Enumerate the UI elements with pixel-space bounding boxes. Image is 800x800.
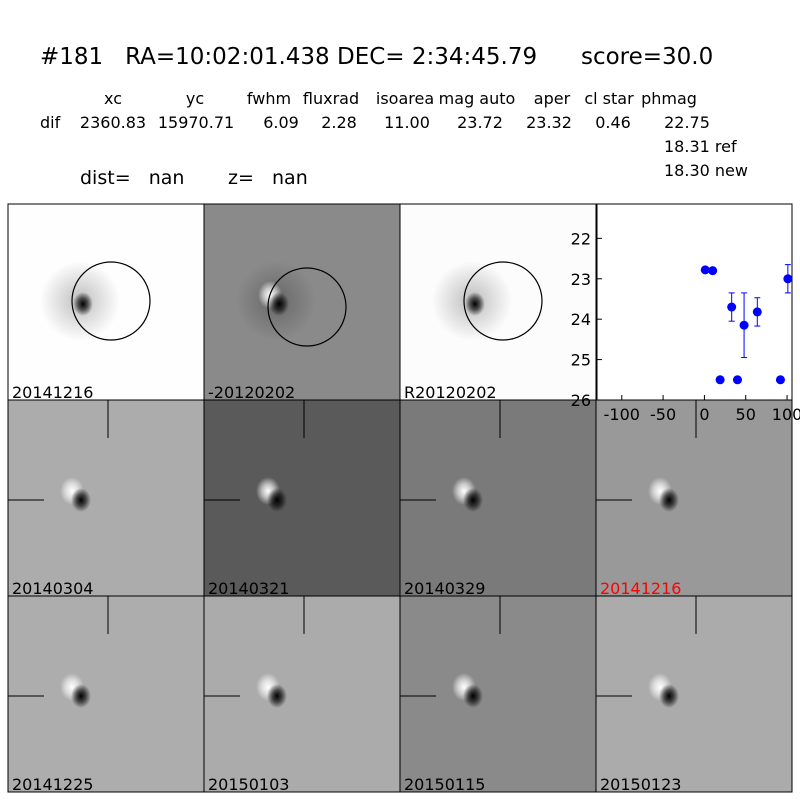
source-blob [267,684,287,708]
cutout-image [203,399,401,597]
column-header: isoarea [376,89,434,108]
y-tick-label: 23 [571,270,591,289]
aperture [267,267,347,347]
source-blob [659,488,679,512]
point [708,266,718,276]
x-tick-label: 50 [736,405,756,424]
column-header: cl star [584,89,634,108]
source-blob [463,684,483,708]
cell: 23.32 [526,113,572,132]
panel-label: 20140329 [404,579,485,598]
cell: 6.09 [263,113,299,132]
plot-area [596,203,793,401]
panel-label: 20141225 [12,775,93,794]
point [700,265,710,275]
source-blob [71,684,91,708]
panel-label: 20141216 [600,579,681,598]
source-blob [463,488,483,512]
extra-line: 18.30 new [664,161,748,180]
cell: 0.46 [595,113,631,132]
cutout-image [399,399,597,597]
x-tick-label: -100 [604,405,640,424]
cutout-image [203,595,401,793]
source-blob [659,684,679,708]
title: #181 RA=10:02:01.438 DEC= 2:34:45.79 sco… [40,44,713,70]
source-blob [267,488,287,512]
source-blob [71,488,91,512]
aperture [71,261,151,341]
x-tick-label: -50 [650,405,676,424]
y-tick-label: 22 [571,229,591,248]
extra-line: 18.31 ref [664,137,737,156]
panel-label: 20141216 [12,383,93,402]
panel-label: R20120202 [404,383,497,402]
point [715,375,725,385]
point [727,302,737,312]
point [783,274,793,284]
column-header: yc [186,89,204,108]
column-header: fwhm [247,89,291,108]
column-header: xc [104,89,122,108]
cutout-image [7,399,205,597]
dist: dist= nan [80,167,184,189]
x-tick-label: 0 [699,405,709,424]
y-tick-label: 26 [571,391,591,410]
point [752,307,762,317]
panel-label: 20140304 [12,579,93,598]
column-header: fluxrad [303,89,359,108]
source-blob [269,292,289,316]
cutout-image [595,595,793,793]
cell: 15970.71 [158,113,234,132]
cell: 22.75 [664,113,710,132]
source-blob [73,292,93,316]
row-label: dif [40,113,61,132]
cutout-image [7,595,205,793]
z: z= nan [228,167,308,189]
point [775,375,785,385]
column-header: phmag [641,89,697,108]
panel-label: -20120202 [208,383,295,402]
cell: 2.28 [321,113,357,132]
x-tick-label: 100 [772,405,800,424]
aperture [463,261,543,341]
panel-label: 20150115 [404,775,485,794]
point [739,320,749,330]
source-blob [465,292,485,316]
panel-label: 20140321 [208,579,289,598]
cutout-image [399,595,597,793]
cell: 2360.83 [80,113,146,132]
column-header: aper [534,89,571,108]
panel-label: 20150123 [600,775,681,794]
y-tick-label: 24 [571,310,591,329]
cutout-image [595,399,793,597]
column-header: mag auto [439,89,516,108]
point [732,375,742,385]
cell: 11.00 [384,113,430,132]
panel-label: 20150103 [208,775,289,794]
y-tick-label: 25 [571,351,591,370]
cell: 23.72 [457,113,503,132]
